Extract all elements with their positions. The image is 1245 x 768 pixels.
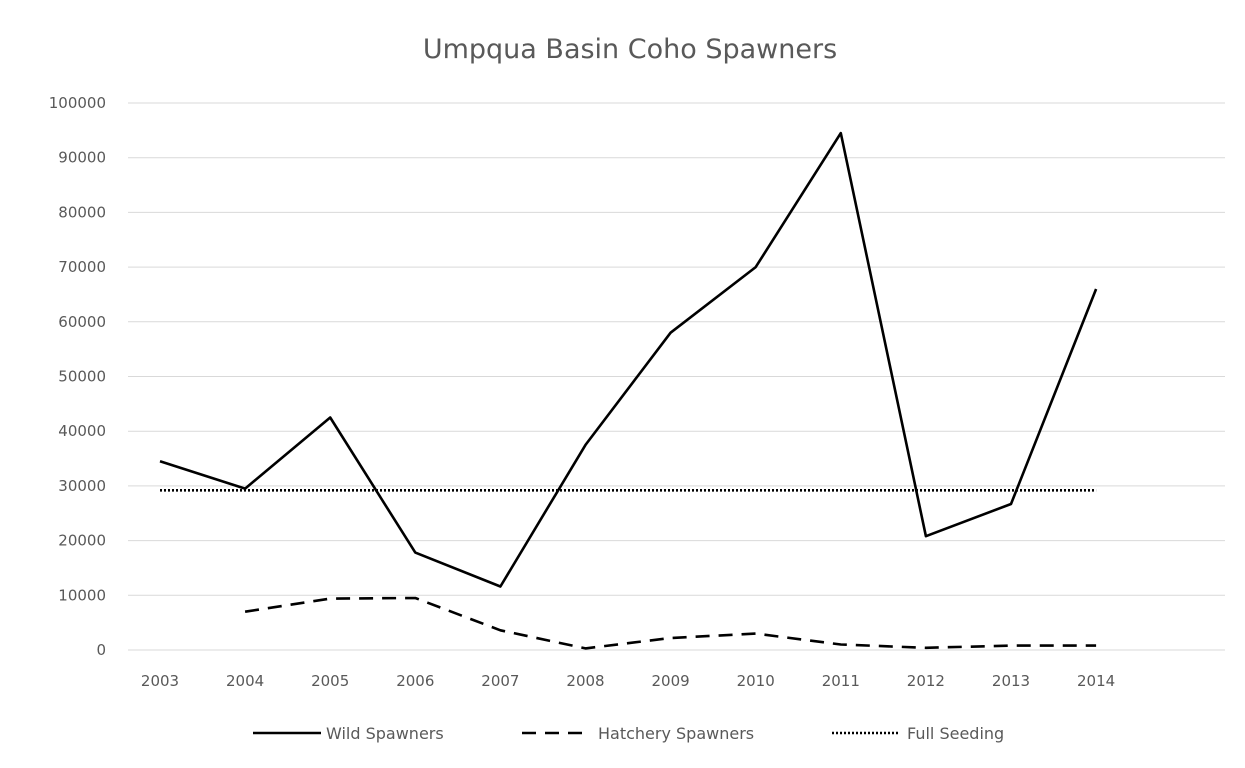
x-tick-label: 2010 bbox=[737, 672, 775, 690]
legend-label-hatchery-spawners: Hatchery Spawners bbox=[598, 724, 754, 743]
series-hatchery-spawners bbox=[244, 596, 1097, 650]
y-tick-label: 40000 bbox=[58, 422, 106, 440]
series-wild-spawners bbox=[159, 131, 1098, 588]
x-tick-label: 2011 bbox=[822, 672, 860, 690]
series-line-hatchery-spawners bbox=[244, 596, 1097, 650]
y-axis-tick-labels: 0 10000 20000 30000 40000 50000 60000 70000 8000… bbox=[49, 94, 106, 659]
y-tick-label: 20000 bbox=[58, 532, 106, 550]
series-lines bbox=[159, 131, 1098, 650]
legend-item-full-seeding: Full Seeding bbox=[832, 724, 1004, 743]
x-tick-label: 2003 bbox=[141, 672, 179, 690]
chart-title: Umpqua Basin Coho Spawners bbox=[423, 34, 837, 65]
data-point-hatchery-spawners-2005 bbox=[328, 597, 332, 601]
legend-label-full-seeding: Full Seeding bbox=[907, 724, 1004, 743]
legend-item-wild-spawners: Wild Spawners bbox=[253, 724, 444, 743]
y-tick-label: 60000 bbox=[58, 313, 106, 331]
gridlines bbox=[128, 102, 1225, 651]
legend-item-hatchery-spawners: Hatchery Spawners bbox=[522, 724, 754, 743]
x-tick-label: 2006 bbox=[396, 672, 434, 690]
y-tick-label: 90000 bbox=[58, 149, 106, 167]
series-line-wild-spawners bbox=[159, 131, 1098, 588]
x-tick-label: 2007 bbox=[481, 672, 519, 690]
y-tick-label: 100000 bbox=[49, 94, 106, 112]
x-axis-tick-labels: 2003 2004 2005 2006 2007 2008 2009 2010 2011 2012… bbox=[141, 672, 1115, 690]
x-tick-label: 2013 bbox=[992, 672, 1030, 690]
x-tick-label: 2014 bbox=[1077, 672, 1115, 690]
x-tick-label: 2004 bbox=[226, 672, 264, 690]
data-point-hatchery-spawners-2013 bbox=[1009, 644, 1013, 648]
y-tick-label: 0 bbox=[96, 641, 106, 659]
y-tick-label: 80000 bbox=[58, 203, 106, 221]
y-tick-label: 70000 bbox=[58, 258, 106, 276]
data-point-hatchery-spawners-2009 bbox=[669, 636, 673, 640]
series-full-seeding bbox=[160, 489, 1097, 492]
y-tick-label: 50000 bbox=[58, 368, 106, 386]
x-tick-label: 2008 bbox=[566, 672, 604, 690]
y-tick-label: 30000 bbox=[58, 477, 106, 495]
y-tick-label: 10000 bbox=[58, 586, 106, 604]
legend-label-wild-spawners: Wild Spawners bbox=[326, 724, 444, 743]
x-tick-label: 2009 bbox=[652, 672, 690, 690]
legend: Wild Spawners Hatchery Spawners Full Seedi… bbox=[253, 724, 1004, 743]
x-tick-label: 2005 bbox=[311, 672, 349, 690]
x-tick-label: 2012 bbox=[907, 672, 945, 690]
